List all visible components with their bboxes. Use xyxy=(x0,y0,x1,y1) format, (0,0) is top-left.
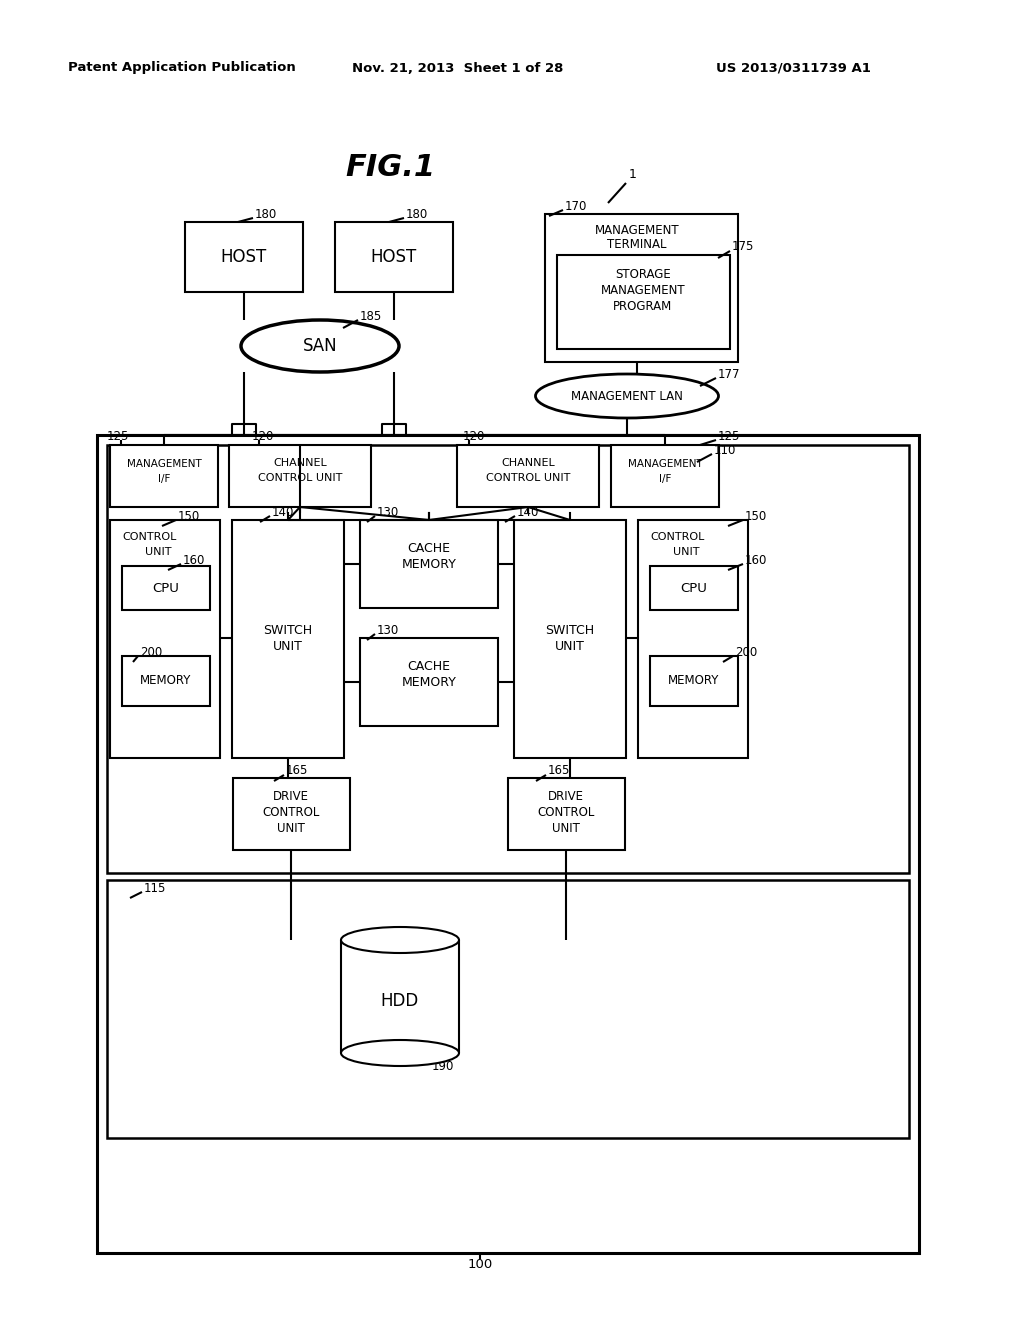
Ellipse shape xyxy=(536,374,719,418)
Text: CACHE: CACHE xyxy=(408,541,451,554)
Bar xyxy=(97,436,919,1253)
Text: CHANNEL: CHANNEL xyxy=(273,458,327,469)
Text: 160: 160 xyxy=(183,553,206,566)
Bar xyxy=(360,520,498,609)
Bar xyxy=(457,445,599,507)
Text: 130: 130 xyxy=(377,623,399,636)
Text: 175: 175 xyxy=(732,240,755,253)
Bar xyxy=(650,566,738,610)
Text: UNIT: UNIT xyxy=(673,546,699,557)
Text: TERMINAL: TERMINAL xyxy=(607,239,667,252)
Bar xyxy=(185,222,303,292)
Ellipse shape xyxy=(341,1040,459,1067)
Text: 120: 120 xyxy=(252,429,274,442)
Bar xyxy=(106,445,909,873)
Text: 125: 125 xyxy=(106,429,129,442)
Text: CONTROL: CONTROL xyxy=(538,805,595,818)
Text: FIG.1: FIG.1 xyxy=(345,153,435,182)
Text: MANAGEMENT: MANAGEMENT xyxy=(628,459,702,469)
Text: HOST: HOST xyxy=(221,248,267,267)
Text: UNIT: UNIT xyxy=(555,639,585,652)
Text: CONTROL: CONTROL xyxy=(651,532,706,543)
Bar xyxy=(514,520,626,758)
Bar xyxy=(110,520,220,758)
Text: UNIT: UNIT xyxy=(144,546,171,557)
Text: MANAGEMENT: MANAGEMENT xyxy=(595,223,679,236)
Text: PROGRAM: PROGRAM xyxy=(613,301,673,314)
Text: UNIT: UNIT xyxy=(273,639,303,652)
Ellipse shape xyxy=(341,927,459,953)
Text: I/F: I/F xyxy=(658,474,671,484)
Text: HDD: HDD xyxy=(381,993,419,1011)
Text: 150: 150 xyxy=(745,510,767,523)
Text: CPU: CPU xyxy=(153,582,179,594)
Bar xyxy=(110,445,218,507)
Bar xyxy=(508,777,625,850)
Text: 180: 180 xyxy=(406,207,428,220)
Text: 140: 140 xyxy=(272,506,294,519)
Text: 200: 200 xyxy=(140,645,162,659)
Bar xyxy=(341,940,459,1053)
Text: CONTROL: CONTROL xyxy=(123,532,177,543)
Text: 190: 190 xyxy=(432,1060,455,1073)
Text: US 2013/0311739 A1: US 2013/0311739 A1 xyxy=(716,62,870,74)
Text: DRIVE: DRIVE xyxy=(548,791,584,804)
Text: UNIT: UNIT xyxy=(552,821,580,834)
Text: 177: 177 xyxy=(718,367,740,380)
Text: 125: 125 xyxy=(718,429,740,442)
Text: MEMORY: MEMORY xyxy=(669,675,720,688)
Bar xyxy=(335,222,453,292)
Text: CONTROL: CONTROL xyxy=(262,805,319,818)
Text: CONTROL UNIT: CONTROL UNIT xyxy=(258,473,342,483)
Bar xyxy=(232,520,344,758)
Text: MANAGEMENT: MANAGEMENT xyxy=(601,285,685,297)
Text: MANAGEMENT LAN: MANAGEMENT LAN xyxy=(571,389,683,403)
Text: Nov. 21, 2013  Sheet 1 of 28: Nov. 21, 2013 Sheet 1 of 28 xyxy=(352,62,563,74)
Bar xyxy=(611,445,719,507)
Text: 115: 115 xyxy=(144,882,166,895)
Text: DRIVE: DRIVE xyxy=(273,791,309,804)
Text: 140: 140 xyxy=(517,506,540,519)
Text: 165: 165 xyxy=(548,764,570,777)
Text: CACHE: CACHE xyxy=(408,660,451,672)
Text: STORAGE: STORAGE xyxy=(615,268,671,281)
Text: 185: 185 xyxy=(360,309,382,322)
Text: 160: 160 xyxy=(745,553,767,566)
Bar xyxy=(229,445,371,507)
Text: MANAGEMENT: MANAGEMENT xyxy=(127,459,202,469)
Text: HOST: HOST xyxy=(371,248,417,267)
Text: MEMORY: MEMORY xyxy=(401,557,457,570)
Text: MEMORY: MEMORY xyxy=(140,675,191,688)
Text: 130: 130 xyxy=(377,506,399,519)
Text: SWITCH: SWITCH xyxy=(263,623,312,636)
Text: 100: 100 xyxy=(467,1258,493,1271)
Text: CONTROL UNIT: CONTROL UNIT xyxy=(485,473,570,483)
Text: 150: 150 xyxy=(178,510,201,523)
Text: CPU: CPU xyxy=(681,582,708,594)
Bar xyxy=(638,520,748,758)
Text: 120: 120 xyxy=(463,429,485,442)
Text: 110: 110 xyxy=(714,444,736,457)
Text: MEMORY: MEMORY xyxy=(401,676,457,689)
Bar xyxy=(122,566,210,610)
Bar xyxy=(650,656,738,706)
Bar xyxy=(122,656,210,706)
Bar xyxy=(360,638,498,726)
Bar xyxy=(233,777,350,850)
Text: 170: 170 xyxy=(565,199,588,213)
Bar xyxy=(545,214,738,362)
Text: 1: 1 xyxy=(629,169,637,181)
Text: SAN: SAN xyxy=(303,337,337,355)
Text: I/F: I/F xyxy=(158,474,170,484)
Text: CHANNEL: CHANNEL xyxy=(501,458,555,469)
Bar xyxy=(557,255,730,348)
Text: 165: 165 xyxy=(286,764,308,777)
Bar xyxy=(106,880,909,1138)
Text: Patent Application Publication: Patent Application Publication xyxy=(68,62,296,74)
Ellipse shape xyxy=(241,319,399,372)
Text: 200: 200 xyxy=(735,645,758,659)
Text: SWITCH: SWITCH xyxy=(546,623,595,636)
Text: 180: 180 xyxy=(255,207,278,220)
Text: UNIT: UNIT xyxy=(278,821,305,834)
